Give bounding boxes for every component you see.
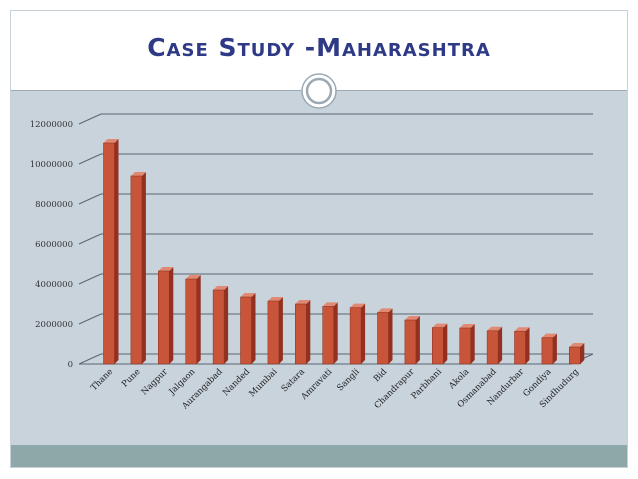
bar-top [213,286,229,290]
gridline-side [78,273,102,285]
x-tick-label: Sangli [335,367,362,394]
x-tick-label: Nagpur [140,366,171,397]
bar-top [459,324,475,328]
y-tick-label: 10000000 [30,160,73,170]
bar-side [498,326,503,364]
y-tick-label: 2000000 [35,320,73,330]
bar-side [552,333,557,364]
bar-top [295,300,311,304]
bar [158,270,170,365]
slide-title: Case Study -Maharashtra [147,33,491,62]
footer-band [11,445,627,467]
bar-side [525,327,530,364]
bar [514,330,526,365]
bar-side [141,172,146,364]
bar-top [322,302,338,307]
gridline-side [78,313,102,325]
bar-top [267,297,283,301]
bar [267,300,280,365]
x-tick-label: Parbhani [410,367,445,402]
gridline-side [78,233,102,245]
bar [103,142,115,365]
y-tick-label: 4000000 [35,280,73,290]
bar-top [158,267,174,271]
x-tick-label: Mumbai [247,367,279,399]
y-tick-label: 12000000 [30,120,73,130]
bar-side [333,302,338,364]
bar [212,289,225,365]
x-tick-label: Akola [446,367,471,392]
y-tick-label: 6000000 [35,240,73,250]
bar-side [278,297,283,364]
bar [432,327,444,365]
bar [486,330,499,365]
bar-side [470,324,475,364]
bar-top [569,343,585,347]
bar [377,312,389,365]
bar [404,319,417,365]
bar [322,306,334,365]
gridline-side [78,353,102,365]
bar-side [415,316,420,364]
bar-top [377,308,393,313]
gridline-side [78,153,102,165]
x-tick-label: Thane [89,367,115,393]
bar-side [388,308,393,364]
slide: Case Study -Maharashtra 0 2000000 4000000 6… [10,10,628,468]
bar [185,278,197,365]
circle-ornament-icon [301,73,337,109]
bar [459,327,471,365]
bar-side [306,300,311,364]
bar-top [432,323,448,328]
bar-top [130,172,146,176]
gridline-side [78,193,102,205]
bar-chart: 0 2000000 4000000 6000000 8000000 10000000 120… [30,113,594,412]
bar-side [251,293,256,364]
bar-top [514,327,530,332]
bar [295,303,307,365]
bar-top [240,293,256,297]
bar-side [580,343,585,364]
bar-side [169,267,174,364]
bar [240,296,252,365]
bar-top [541,333,557,338]
bar-side [196,275,201,364]
gridline-side [78,113,102,125]
bar [130,175,143,365]
bar-side [443,323,448,364]
y-tick-label: 0 [68,360,73,370]
bar-top [103,139,119,143]
bar-side [114,139,119,364]
bar-side [361,303,366,364]
bar [349,307,362,365]
bar [541,337,554,365]
bar-top [404,316,420,320]
bar [569,346,581,365]
x-tick-label: Pune [120,367,142,389]
bar-top [185,275,201,279]
bar-side [224,286,229,364]
bar-top [350,303,366,308]
x-tick-label: Bid [372,367,390,385]
bar-top [487,326,503,331]
y-tick-label: 8000000 [35,200,73,210]
